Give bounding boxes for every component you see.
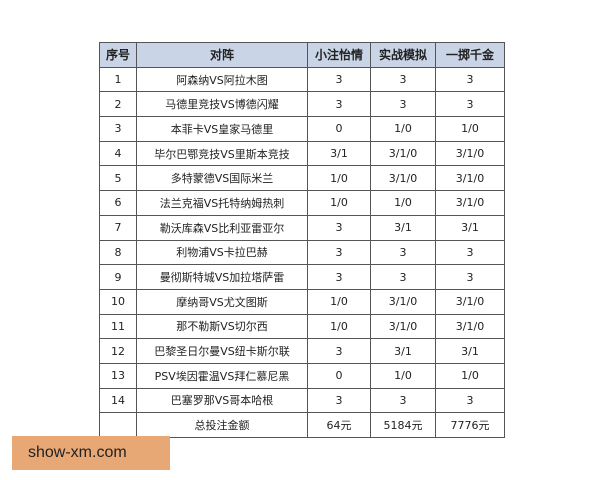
table-cell: 1/0 bbox=[307, 313, 371, 340]
table-cell: 3 bbox=[435, 264, 505, 290]
header-row: 序号 对阵 小注怡情 实战模拟 一掷千金 bbox=[99, 42, 505, 68]
table-cell: 利物浦VS卡拉巴赫 bbox=[136, 239, 308, 266]
table-cell: 曼彻斯特城VS加拉塔萨雷 bbox=[136, 264, 308, 290]
table-cell: 9 bbox=[99, 264, 137, 290]
table-cell: 3 bbox=[307, 214, 371, 241]
table-row: 4 毕尔巴鄂竞技VS里斯本竞技 3/1 3/1/0 3/1/0 bbox=[99, 140, 505, 167]
table-cell: 3 bbox=[370, 239, 436, 266]
table-cell: 巴塞罗那VS哥本哈根 bbox=[136, 387, 308, 414]
table-cell: 3/1 bbox=[370, 338, 436, 364]
table-row: 12 巴黎圣日尔曼VS纽卡斯尔联 3 3/1 3/1 bbox=[99, 338, 505, 364]
table-row: 9 曼彻斯特城VS加拉塔萨雷 3 3 3 bbox=[99, 264, 505, 290]
table-row: 2 马德里竞技VS博德闪耀 3 3 3 bbox=[99, 91, 505, 118]
table-cell: 3/1/0 bbox=[435, 190, 505, 216]
table-cell: 7 bbox=[99, 214, 137, 241]
header-match: 对阵 bbox=[136, 42, 308, 68]
table-cell: 3 bbox=[307, 91, 371, 118]
table-row: 7 勒沃库森VS比利亚雷亚尔 3 3/1 3/1 bbox=[99, 214, 505, 241]
table-cell: 3/1/0 bbox=[435, 140, 505, 167]
table-cell: 3 bbox=[307, 387, 371, 414]
table-cell: 那不勒斯VS切尔西 bbox=[136, 313, 308, 340]
table-row: 8 利物浦VS卡拉巴赫 3 3 3 bbox=[99, 239, 505, 266]
table-cell: 3/1 bbox=[435, 214, 505, 241]
total-cell: 5184元 bbox=[370, 412, 436, 438]
betting-table: 序号 对阵 小注怡情 实战模拟 一掷千金 1 阿森纳VS阿拉木图 3 3 3 2 马德里竞技… bbox=[99, 42, 505, 438]
table-row: 3 本菲卡VS皇家马德里 0 1/0 1/0 bbox=[99, 116, 505, 142]
total-row: 总投注金额 64元 5184元 7776元 bbox=[99, 412, 505, 438]
table-row: 10 摩纳哥VS尤文图斯 1/0 3/1/0 3/1/0 bbox=[99, 288, 505, 315]
table-cell: 3 bbox=[435, 239, 505, 266]
table-cell: 3/1/0 bbox=[370, 165, 436, 192]
header-index: 序号 bbox=[99, 42, 137, 68]
table-cell: 勒沃库森VS比利亚雷亚尔 bbox=[136, 214, 308, 241]
table-cell: 3/1/0 bbox=[370, 140, 436, 167]
table-cell: 1/0 bbox=[370, 190, 436, 216]
table-cell: 3/1/0 bbox=[370, 288, 436, 315]
table-cell: 3 bbox=[370, 387, 436, 414]
table-cell: 1/0 bbox=[435, 116, 505, 142]
table-cell: 1/0 bbox=[307, 288, 371, 315]
table-cell: 3/1/0 bbox=[370, 313, 436, 340]
table-cell: 2 bbox=[99, 91, 137, 118]
table-cell: 0 bbox=[307, 362, 371, 389]
table-cell: 3 bbox=[370, 91, 436, 118]
table-row: 13 PSV埃因霍温VS拜仁慕尼黑 0 1/0 1/0 bbox=[99, 362, 505, 389]
table-cell: 法兰克福VS托特纳姆热刺 bbox=[136, 190, 308, 216]
total-cell: 总投注金额 bbox=[136, 412, 308, 438]
table-cell: 6 bbox=[99, 190, 137, 216]
table-row: 14 巴塞罗那VS哥本哈根 3 3 3 bbox=[99, 387, 505, 414]
table-cell: 马德里竞技VS博德闪耀 bbox=[136, 91, 308, 118]
table-cell: 3 bbox=[307, 338, 371, 364]
table-cell: 摩纳哥VS尤文图斯 bbox=[136, 288, 308, 315]
table-cell: 1/0 bbox=[370, 116, 436, 142]
table-cell: 3/1 bbox=[307, 140, 371, 167]
table-cell: 本菲卡VS皇家马德里 bbox=[136, 116, 308, 142]
total-cell: 7776元 bbox=[435, 412, 505, 438]
table-cell: 13 bbox=[99, 362, 137, 389]
table-cell: 3 bbox=[435, 91, 505, 118]
table-cell: 3/1/0 bbox=[435, 313, 505, 340]
table-cell: 3/1/0 bbox=[435, 288, 505, 315]
table-cell: 4 bbox=[99, 140, 137, 167]
table-cell: 3 bbox=[370, 66, 436, 93]
header-sim: 实战模拟 bbox=[370, 42, 436, 68]
table-cell: 1/0 bbox=[307, 190, 371, 216]
header-big: 一掷千金 bbox=[435, 42, 505, 68]
table-cell: 8 bbox=[99, 239, 137, 266]
table-cell: 3 bbox=[435, 387, 505, 414]
table-cell: 10 bbox=[99, 288, 137, 315]
table-cell: 3 bbox=[99, 116, 137, 142]
table-cell: 5 bbox=[99, 165, 137, 192]
table-cell: 巴黎圣日尔曼VS纽卡斯尔联 bbox=[136, 338, 308, 364]
table-cell: 0 bbox=[307, 116, 371, 142]
table-cell: 1/0 bbox=[307, 165, 371, 192]
table-cell: 毕尔巴鄂竞技VS里斯本竞技 bbox=[136, 140, 308, 167]
table-cell: 12 bbox=[99, 338, 137, 364]
table-row: 6 法兰克福VS托特纳姆热刺 1/0 1/0 3/1/0 bbox=[99, 190, 505, 216]
table-row: 1 阿森纳VS阿拉木图 3 3 3 bbox=[99, 66, 505, 93]
table-cell: 3 bbox=[307, 239, 371, 266]
table-cell: 多特蒙德VS国际米兰 bbox=[136, 165, 308, 192]
total-cell: 64元 bbox=[307, 412, 371, 438]
table-cell: 11 bbox=[99, 313, 137, 340]
header-small: 小注怡情 bbox=[307, 42, 371, 68]
watermark: show-xm.com bbox=[12, 436, 170, 470]
table-cell: 14 bbox=[99, 387, 137, 414]
table-cell: PSV埃因霍温VS拜仁慕尼黑 bbox=[136, 362, 308, 389]
table-cell: 1/0 bbox=[370, 362, 436, 389]
table-cell: 3 bbox=[307, 264, 371, 290]
table-row: 5 多特蒙德VS国际米兰 1/0 3/1/0 3/1/0 bbox=[99, 165, 505, 192]
table-cell: 3/1 bbox=[435, 338, 505, 364]
table-cell: 3/1 bbox=[370, 214, 436, 241]
table-cell: 1/0 bbox=[435, 362, 505, 389]
table-cell: 3 bbox=[307, 66, 371, 93]
table-cell: 3 bbox=[370, 264, 436, 290]
table-cell: 3 bbox=[435, 66, 505, 93]
table-cell: 阿森纳VS阿拉木图 bbox=[136, 66, 308, 93]
table-cell: 1 bbox=[99, 66, 137, 93]
table-row: 11 那不勒斯VS切尔西 1/0 3/1/0 3/1/0 bbox=[99, 313, 505, 340]
table-cell: 3/1/0 bbox=[435, 165, 505, 192]
